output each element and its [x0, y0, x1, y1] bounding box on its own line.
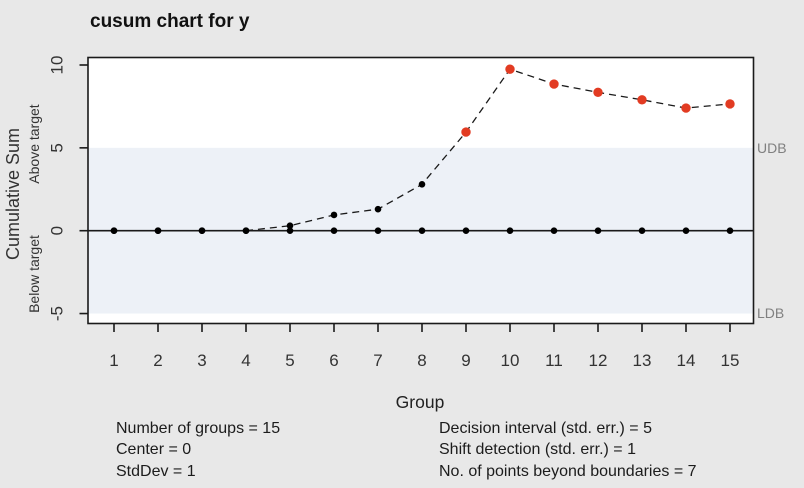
summary-stats-right: Decision interval (std. err.) = 5 Shift … [439, 418, 697, 482]
data-point-below [638, 227, 646, 234]
data-point-below [374, 227, 382, 234]
x-axis-tick-label: 15 [721, 351, 740, 370]
x-axis-label: Group [395, 392, 445, 412]
stat-stddev: StdDev = 1 [116, 462, 196, 480]
x-axis-tick-label: 12 [589, 351, 608, 370]
x-axis-tick-label: 11 [545, 351, 563, 370]
x-axis-tick-label: 10 [501, 351, 520, 370]
data-point-beyond-boundary [681, 103, 691, 113]
stat-shift-detection: Shift detection (std. err.) = 1 [439, 441, 636, 459]
data-point-below [550, 227, 558, 234]
data-point-below [594, 227, 602, 234]
summary-stats-left: Number of groups = 15 Center = 0 StdDev … [116, 418, 280, 482]
upper-decision-boundary-label: UDB [757, 140, 787, 156]
data-point-below [506, 227, 514, 234]
y-axis-tick-label: -5 [48, 306, 67, 321]
data-point-above [374, 205, 382, 213]
data-point-below [682, 227, 690, 234]
x-axis-tick-label: 5 [285, 351, 294, 370]
data-point-above [418, 181, 426, 188]
y-axis-tick-label: 10 [48, 56, 67, 75]
data-point-below [286, 227, 294, 234]
x-axis-tick-label: 4 [241, 351, 250, 370]
x-axis-tick-label: 7 [373, 351, 382, 370]
data-point-beyond-boundary [637, 95, 647, 105]
stat-decision-interval: Decision interval (std. err.) = 5 [439, 420, 652, 437]
data-point-beyond-boundary [593, 87, 603, 98]
data-point-beyond-boundary [505, 64, 515, 74]
y-axis-tick-label: 0 [48, 226, 67, 235]
lower-decision-boundary-label: LDB [757, 305, 784, 321]
data-point-beyond-boundary [549, 79, 559, 89]
chart-title: cusum chart for y [90, 11, 250, 32]
y-axis-tick-label: 5 [48, 143, 67, 152]
data-point-above [110, 227, 118, 234]
x-axis-tick-label: 14 [677, 351, 696, 370]
x-axis-tick-label: 6 [329, 351, 338, 370]
stat-number-of-groups: Number of groups = 15 [116, 420, 281, 437]
x-axis-tick-label: 8 [417, 351, 426, 370]
stat-center: Center = 0 [116, 441, 192, 459]
x-axis-tick-label: 2 [153, 351, 162, 370]
x-axis-tick-label: 9 [461, 351, 470, 370]
data-point-above [330, 211, 338, 219]
data-point-below [726, 227, 734, 234]
x-axis-tick-label: 13 [633, 351, 652, 370]
data-point-below [330, 227, 338, 234]
data-point-beyond-boundary [725, 99, 735, 109]
data-point-above [286, 222, 294, 230]
data-point-above [198, 227, 206, 234]
data-point-above [154, 227, 162, 234]
data-point-below [462, 227, 470, 234]
data-point-below [418, 227, 426, 234]
x-axis-tick-label: 1 [109, 351, 118, 370]
stat-points-beyond: No. of points beyond boundaries = 7 [439, 462, 697, 480]
x-axis-tick-label: 3 [197, 351, 206, 370]
plot-border [87, 56, 755, 325]
data-point-above [242, 227, 250, 234]
data-point-beyond-boundary [461, 127, 471, 137]
